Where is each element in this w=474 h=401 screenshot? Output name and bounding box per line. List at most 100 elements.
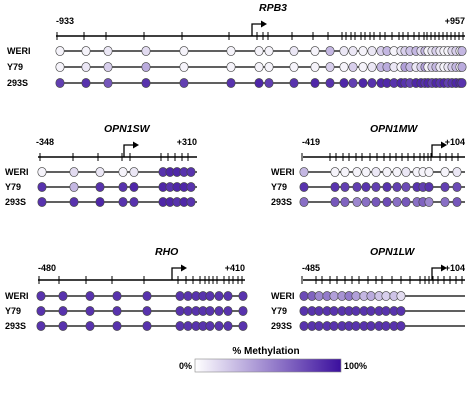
- cpg-methylation-circle: [310, 46, 320, 56]
- cpg-methylation-circle: [214, 306, 224, 316]
- cpg-methylation-circle: [424, 182, 434, 192]
- cpg-methylation-circle: [457, 78, 467, 88]
- legend-max-label: 100%: [344, 361, 367, 371]
- cpg-methylation-circle: [205, 306, 215, 316]
- cpg-methylation-circle: [330, 197, 340, 207]
- cpg-methylation-circle: [351, 321, 361, 331]
- cpg-methylation-circle: [351, 306, 361, 316]
- cpg-methylation-circle: [367, 62, 377, 72]
- cpg-methylation-circle: [226, 78, 236, 88]
- arrowhead-icon: [133, 141, 139, 149]
- gene-name-rpb3: RPB3: [259, 2, 287, 14]
- transcription-start-arrow-icon: [171, 267, 182, 280]
- transcription-start-arrow-icon: [431, 267, 442, 280]
- cpg-methylation-circle: [186, 197, 196, 207]
- cpg-methylation-circle: [238, 321, 248, 331]
- cpg-methylation-circle: [452, 197, 462, 207]
- cpg-methylation-circle: [112, 321, 122, 331]
- cpg-methylation-circle: [226, 46, 236, 56]
- cpg-methylation-circle: [366, 321, 376, 331]
- cpg-methylation-circle: [55, 62, 65, 72]
- gene-panels: RPB3 -933 +957 WERI Y79 293S OPN1SW -348 +310 WER…: [5, 2, 467, 331]
- cpg-methylation-circle: [95, 197, 105, 207]
- cpg-methylation-circle: [183, 321, 193, 331]
- cpg-methylation-circle: [142, 291, 152, 301]
- cpg-methylation-circle: [129, 182, 139, 192]
- cpg-methylation-circle: [371, 167, 381, 177]
- end-coordinate-opn1sw: +310: [177, 137, 197, 147]
- cpg-methylation-circle: [339, 62, 349, 72]
- cpg-methylation-circle: [179, 78, 189, 88]
- cpg-methylation-circle: [329, 321, 339, 331]
- cpg-methylation-circle: [351, 291, 361, 301]
- cpg-methylation-circle: [310, 78, 320, 88]
- cpg-methylation-circle: [58, 321, 68, 331]
- cpg-methylation-circle: [141, 46, 151, 56]
- cpg-methylation-circle: [339, 78, 349, 88]
- cpg-methylation-circle: [392, 182, 402, 192]
- arrowhead-icon: [441, 141, 447, 149]
- cpg-methylation-circle: [103, 62, 113, 72]
- cpg-methylation-circle: [366, 306, 376, 316]
- cpg-methylation-circle: [352, 197, 362, 207]
- end-coordinate-opn1lw: +104: [445, 263, 465, 273]
- cpg-methylation-circle: [264, 46, 274, 56]
- cpg-methylation-circle: [396, 306, 406, 316]
- transcription-start-arrow-icon: [431, 144, 442, 157]
- cpg-methylation-circle: [214, 291, 224, 301]
- cpg-methylation-circle: [55, 46, 65, 56]
- cpg-methylation-circle: [392, 167, 402, 177]
- cpg-methylation-circle: [358, 62, 368, 72]
- gene-panel-opn1lw: OPN1LW -485 +104 WERI Y79 293S: [271, 246, 465, 331]
- cpg-methylation-circle: [37, 167, 47, 177]
- gene-name-opn1lw: OPN1LW: [370, 246, 415, 258]
- cpg-methylation-circle: [238, 306, 248, 316]
- cpg-methylation-circle: [36, 291, 46, 301]
- cpg-methylation-circle: [367, 46, 377, 56]
- cpg-methylation-circle: [254, 46, 264, 56]
- cpg-methylation-circle: [299, 197, 309, 207]
- cell-line-label-weri: WERI: [271, 167, 295, 177]
- cpg-methylation-circle: [95, 182, 105, 192]
- cpg-methylation-circle: [85, 291, 95, 301]
- cell-line-label-293s: 293S: [7, 78, 28, 88]
- cell-line-label-y79: Y79: [5, 182, 21, 192]
- cpg-methylation-circle: [58, 291, 68, 301]
- cpg-methylation-circle: [69, 197, 79, 207]
- cpg-methylation-circle: [366, 291, 376, 301]
- methylation-legend: % Methylation 0% 100%: [179, 346, 367, 373]
- cpg-methylation-circle: [223, 291, 233, 301]
- cpg-methylation-circle: [381, 321, 391, 331]
- cpg-methylation-circle: [186, 167, 196, 177]
- cell-line-label-y79: Y79: [5, 306, 21, 316]
- cpg-methylation-circle: [226, 62, 236, 72]
- cpg-methylation-circle: [95, 167, 105, 177]
- cpg-methylation-circle: [361, 197, 371, 207]
- cpg-methylation-circle: [340, 167, 350, 177]
- end-coordinate-opn1mw: +104: [445, 137, 465, 147]
- cpg-methylation-circle: [299, 182, 309, 192]
- cpg-methylation-circle: [381, 291, 391, 301]
- cell-line-label-weri: WERI: [5, 291, 29, 301]
- cpg-methylation-circle: [69, 182, 79, 192]
- cpg-methylation-circle: [371, 197, 381, 207]
- cpg-methylation-circle: [381, 306, 391, 316]
- legend-gradient-bar: [194, 358, 342, 373]
- cpg-methylation-circle: [352, 182, 362, 192]
- cpg-methylation-circle: [36, 321, 46, 331]
- cell-line-label-293s: 293S: [271, 197, 292, 207]
- cpg-methylation-circle: [36, 306, 46, 316]
- cpg-methylation-circle: [223, 306, 233, 316]
- start-coordinate-rho: -480: [38, 263, 56, 273]
- cpg-methylation-circle: [440, 182, 450, 192]
- start-coordinate-rpb3: -933: [56, 16, 74, 26]
- cpg-methylation-circle: [329, 291, 339, 301]
- cpg-methylation-circle: [452, 182, 462, 192]
- cpg-methylation-circle: [361, 167, 371, 177]
- gene-panel-opn1mw: OPN1MW -419 +104 WERI Y79 293S: [271, 123, 465, 207]
- cpg-methylation-circle: [58, 306, 68, 316]
- gene-name-opn1sw: OPN1SW: [104, 123, 151, 135]
- cell-line-label-y79: Y79: [7, 62, 23, 72]
- arrowhead-icon: [181, 264, 187, 272]
